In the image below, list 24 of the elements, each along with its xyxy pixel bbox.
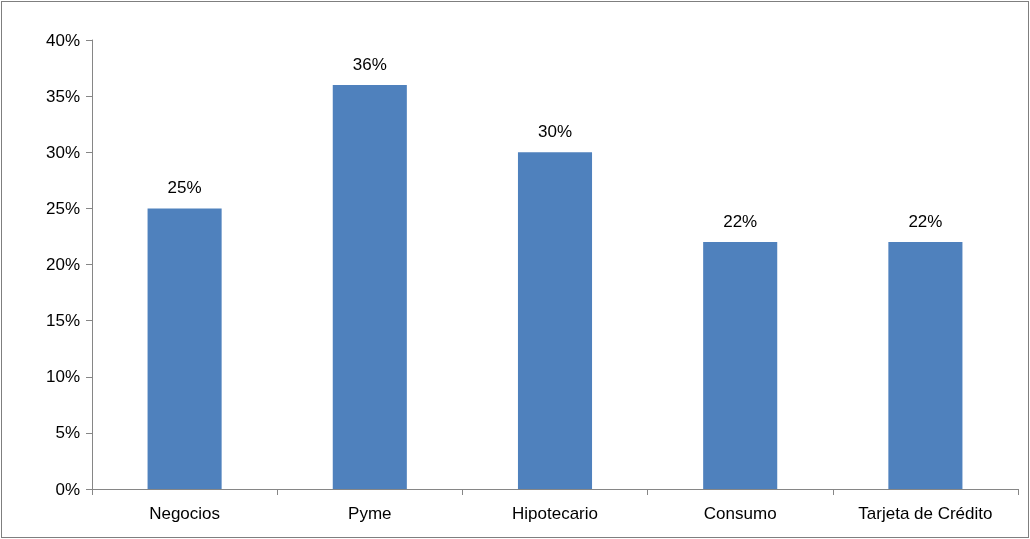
data-label: 22% <box>908 212 943 232</box>
bar <box>332 84 407 489</box>
y-tick-label: 0% <box>55 479 80 499</box>
x-tick-label: Consumo <box>703 504 777 523</box>
y-tick-label: 10% <box>45 367 80 387</box>
x-tick-label: Tarjeta de Crédito <box>858 504 993 523</box>
bar <box>147 208 222 489</box>
y-tick-label: 5% <box>55 423 80 443</box>
bar <box>517 152 593 489</box>
y-tick-label: 35% <box>45 86 80 106</box>
y-tick-label: 25% <box>45 198 80 218</box>
data-label: 30% <box>537 122 573 142</box>
data-label: 22% <box>723 212 758 232</box>
x-tick-label: Hipotecario <box>512 504 598 523</box>
bar <box>888 242 963 489</box>
y-tick-label: 40% <box>45 30 80 50</box>
x-tick-label: Negocios <box>149 504 221 523</box>
y-tick-label: 30% <box>45 142 80 162</box>
y-tick-label: 20% <box>45 255 80 274</box>
y-tick-label: 15% <box>45 311 80 331</box>
data-label: 25% <box>167 178 202 198</box>
x-tick-label: Pyme <box>348 504 392 523</box>
bar <box>703 242 778 489</box>
data-label: 36% <box>352 54 387 74</box>
